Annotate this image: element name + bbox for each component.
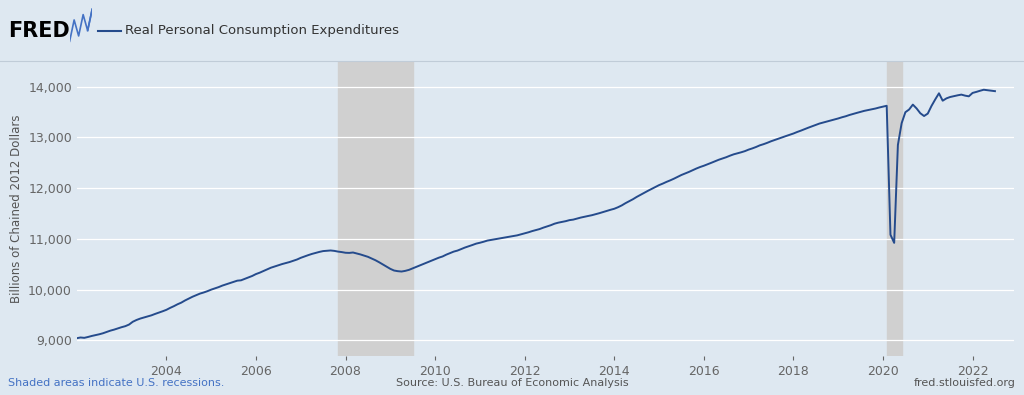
Text: Shaded areas indicate U.S. recessions.: Shaded areas indicate U.S. recessions.: [8, 378, 224, 388]
Bar: [887, 61, 902, 356]
Text: FRED: FRED: [8, 21, 70, 41]
Text: Real Personal Consumption Expenditures: Real Personal Consumption Expenditures: [125, 24, 399, 37]
Text: fred.stlouisfed.org: fred.stlouisfed.org: [914, 378, 1016, 388]
Bar: [338, 61, 413, 356]
Text: Source: U.S. Bureau of Economic Analysis: Source: U.S. Bureau of Economic Analysis: [395, 378, 629, 388]
Y-axis label: Billions of Chained 2012 Dollars: Billions of Chained 2012 Dollars: [9, 114, 23, 303]
